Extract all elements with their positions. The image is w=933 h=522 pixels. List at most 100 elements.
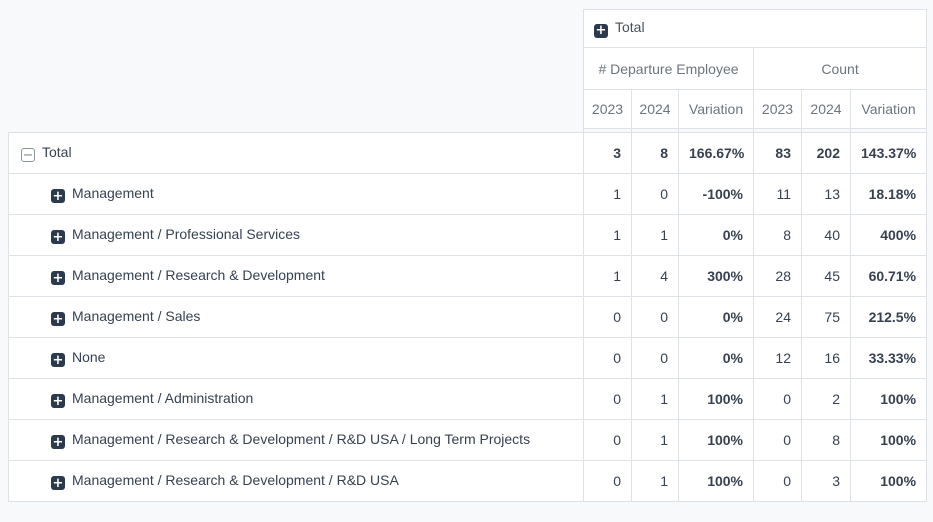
value-cell[interactable]: 8 [801,419,851,461]
row-header[interactable]: − Total [8,132,584,174]
value-cell[interactable]: 24 [753,296,802,338]
row-header-label: Management / Professional Services [72,225,300,242]
value-cell[interactable]: 0 [583,296,632,338]
plus-square-icon[interactable]: + [51,475,65,491]
value-cell[interactable]: 0 [753,419,802,461]
measures-row: # Departure Employee Count [9,47,928,90]
variation-cell[interactable]: 143.37% [849,132,928,174]
value-cell[interactable]: 11 [753,173,802,215]
variation-cell[interactable]: 100% [678,378,754,420]
variation-cell[interactable]: 33.33% [849,337,928,379]
value-cell[interactable]: 1 [631,214,679,256]
value-cell[interactable]: 0 [631,296,679,338]
header-corner-spacer [9,48,584,90]
variation-cell[interactable]: 300% [678,255,754,297]
value-cell[interactable]: 45 [801,255,851,297]
row-header-label: Management / Sales [72,307,201,324]
plus-square-icon[interactable]: + [51,393,65,409]
value-cell[interactable]: 12 [753,337,802,379]
variation-cell[interactable]: 100% [849,419,928,461]
pivot-row: − Total 3 8 166.67% 83 202 143.37% [8,132,928,174]
plus-square-icon[interactable]: + [51,311,65,327]
value-cell[interactable]: 202 [801,132,851,174]
plus-square-icon[interactable]: + [51,188,65,204]
value-cell[interactable]: 0 [583,460,632,502]
header-corner-spacer [9,10,584,48]
row-header[interactable]: + Management / Administration [8,378,584,420]
variation-cell[interactable]: 400% [849,214,928,256]
origin-header-2023[interactable]: 2023 [583,89,632,129]
value-cell[interactable]: 1 [631,460,679,502]
value-cell[interactable]: 1 [583,173,632,215]
plus-square-icon[interactable]: + [51,352,65,368]
variation-cell[interactable]: 166.67% [678,132,754,174]
value-cell[interactable]: 8 [631,132,679,174]
row-header-label: Management / Research & Development / R&… [72,471,399,488]
variation-cell[interactable]: 18.18% [849,173,928,215]
value-cell[interactable]: 28 [753,255,802,297]
row-header[interactable]: + Management / Sales [8,296,584,338]
row-header[interactable]: + Management [8,173,584,215]
plus-square-icon[interactable]: + [594,23,608,39]
plus-square-icon[interactable]: + [51,229,65,245]
value-cell[interactable]: 2 [801,378,851,420]
origin-header-variation[interactable]: Variation [849,89,928,129]
variation-cell[interactable]: 0% [678,296,754,338]
value-cell[interactable]: 1 [631,419,679,461]
value-cell[interactable]: 83 [753,132,802,174]
plus-square-icon[interactable]: + [51,270,65,286]
value-cell[interactable]: 0 [753,460,802,502]
row-header[interactable]: + Management / Professional Services [8,214,584,256]
column-group-header-total[interactable]: + Total [582,9,928,48]
row-header[interactable]: + Management / Research & Development / R… [8,460,584,502]
row-header-label: Management / Administration [72,389,254,406]
value-cell[interactable]: 1 [583,214,632,256]
row-header-label: Management [72,184,154,201]
plus-square-icon[interactable]: + [51,434,65,450]
value-cell[interactable]: 16 [801,337,851,379]
value-cell[interactable]: 3 [583,132,632,174]
value-cell[interactable]: 75 [801,296,851,338]
pivot-row: + Management / Research & Development / R… [8,460,928,502]
variation-cell[interactable]: 100% [849,378,928,420]
value-cell[interactable]: 40 [801,214,851,256]
variation-cell[interactable]: 0% [678,337,754,379]
origin-header-2024[interactable]: 2024 [801,89,851,129]
row-header[interactable]: + Management / Research & Development / R… [8,419,584,461]
variation-cell[interactable]: 60.71% [849,255,928,297]
value-cell[interactable]: 1 [583,255,632,297]
variation-cell[interactable]: 0% [678,214,754,256]
variation-cell[interactable]: -100% [678,173,754,215]
value-cell[interactable]: 0 [583,378,632,420]
origin-header-variation[interactable]: Variation [678,89,754,129]
minus-square-icon[interactable]: − [21,147,35,163]
value-cell[interactable]: 4 [631,255,679,297]
row-header[interactable]: + Management / Research & Development [8,255,584,297]
pivot-row: + Management / Research & Development 1 4 30… [8,255,928,297]
measure-header-departure-employee[interactable]: # Departure Employee [583,47,754,90]
column-group-label: Total [615,19,645,36]
value-cell[interactable]: 0 [583,337,632,379]
value-cell[interactable]: 0 [631,337,679,379]
header-body-divider [9,128,928,133]
variation-cell[interactable]: 100% [849,460,928,502]
value-cell[interactable]: 0 [583,419,632,461]
value-cell[interactable]: 0 [753,378,802,420]
value-cell[interactable]: 13 [801,173,851,215]
origin-header-2023[interactable]: 2023 [753,89,802,129]
row-header-label: None [72,348,106,365]
variation-cell[interactable]: 100% [678,419,754,461]
value-cell[interactable]: 0 [631,173,679,215]
pivot-row: + Management / Sales 0 0 0% 24 75 212.5% [8,296,928,338]
origin-header-2024[interactable]: 2024 [631,89,679,129]
header-corner-spacer [9,90,584,129]
pivot-view: + Total # Departure Employee Count 2023 2… [8,9,928,502]
value-cell[interactable]: 3 [801,460,851,502]
value-cell[interactable]: 1 [631,378,679,420]
pivot-row: + Management 1 0 -100% 11 13 18.18% [8,173,928,215]
measure-header-count[interactable]: Count [752,47,928,90]
variation-cell[interactable]: 100% [678,460,754,502]
variation-cell[interactable]: 212.5% [849,296,928,338]
row-header[interactable]: + None [8,337,584,379]
value-cell[interactable]: 8 [753,214,802,256]
